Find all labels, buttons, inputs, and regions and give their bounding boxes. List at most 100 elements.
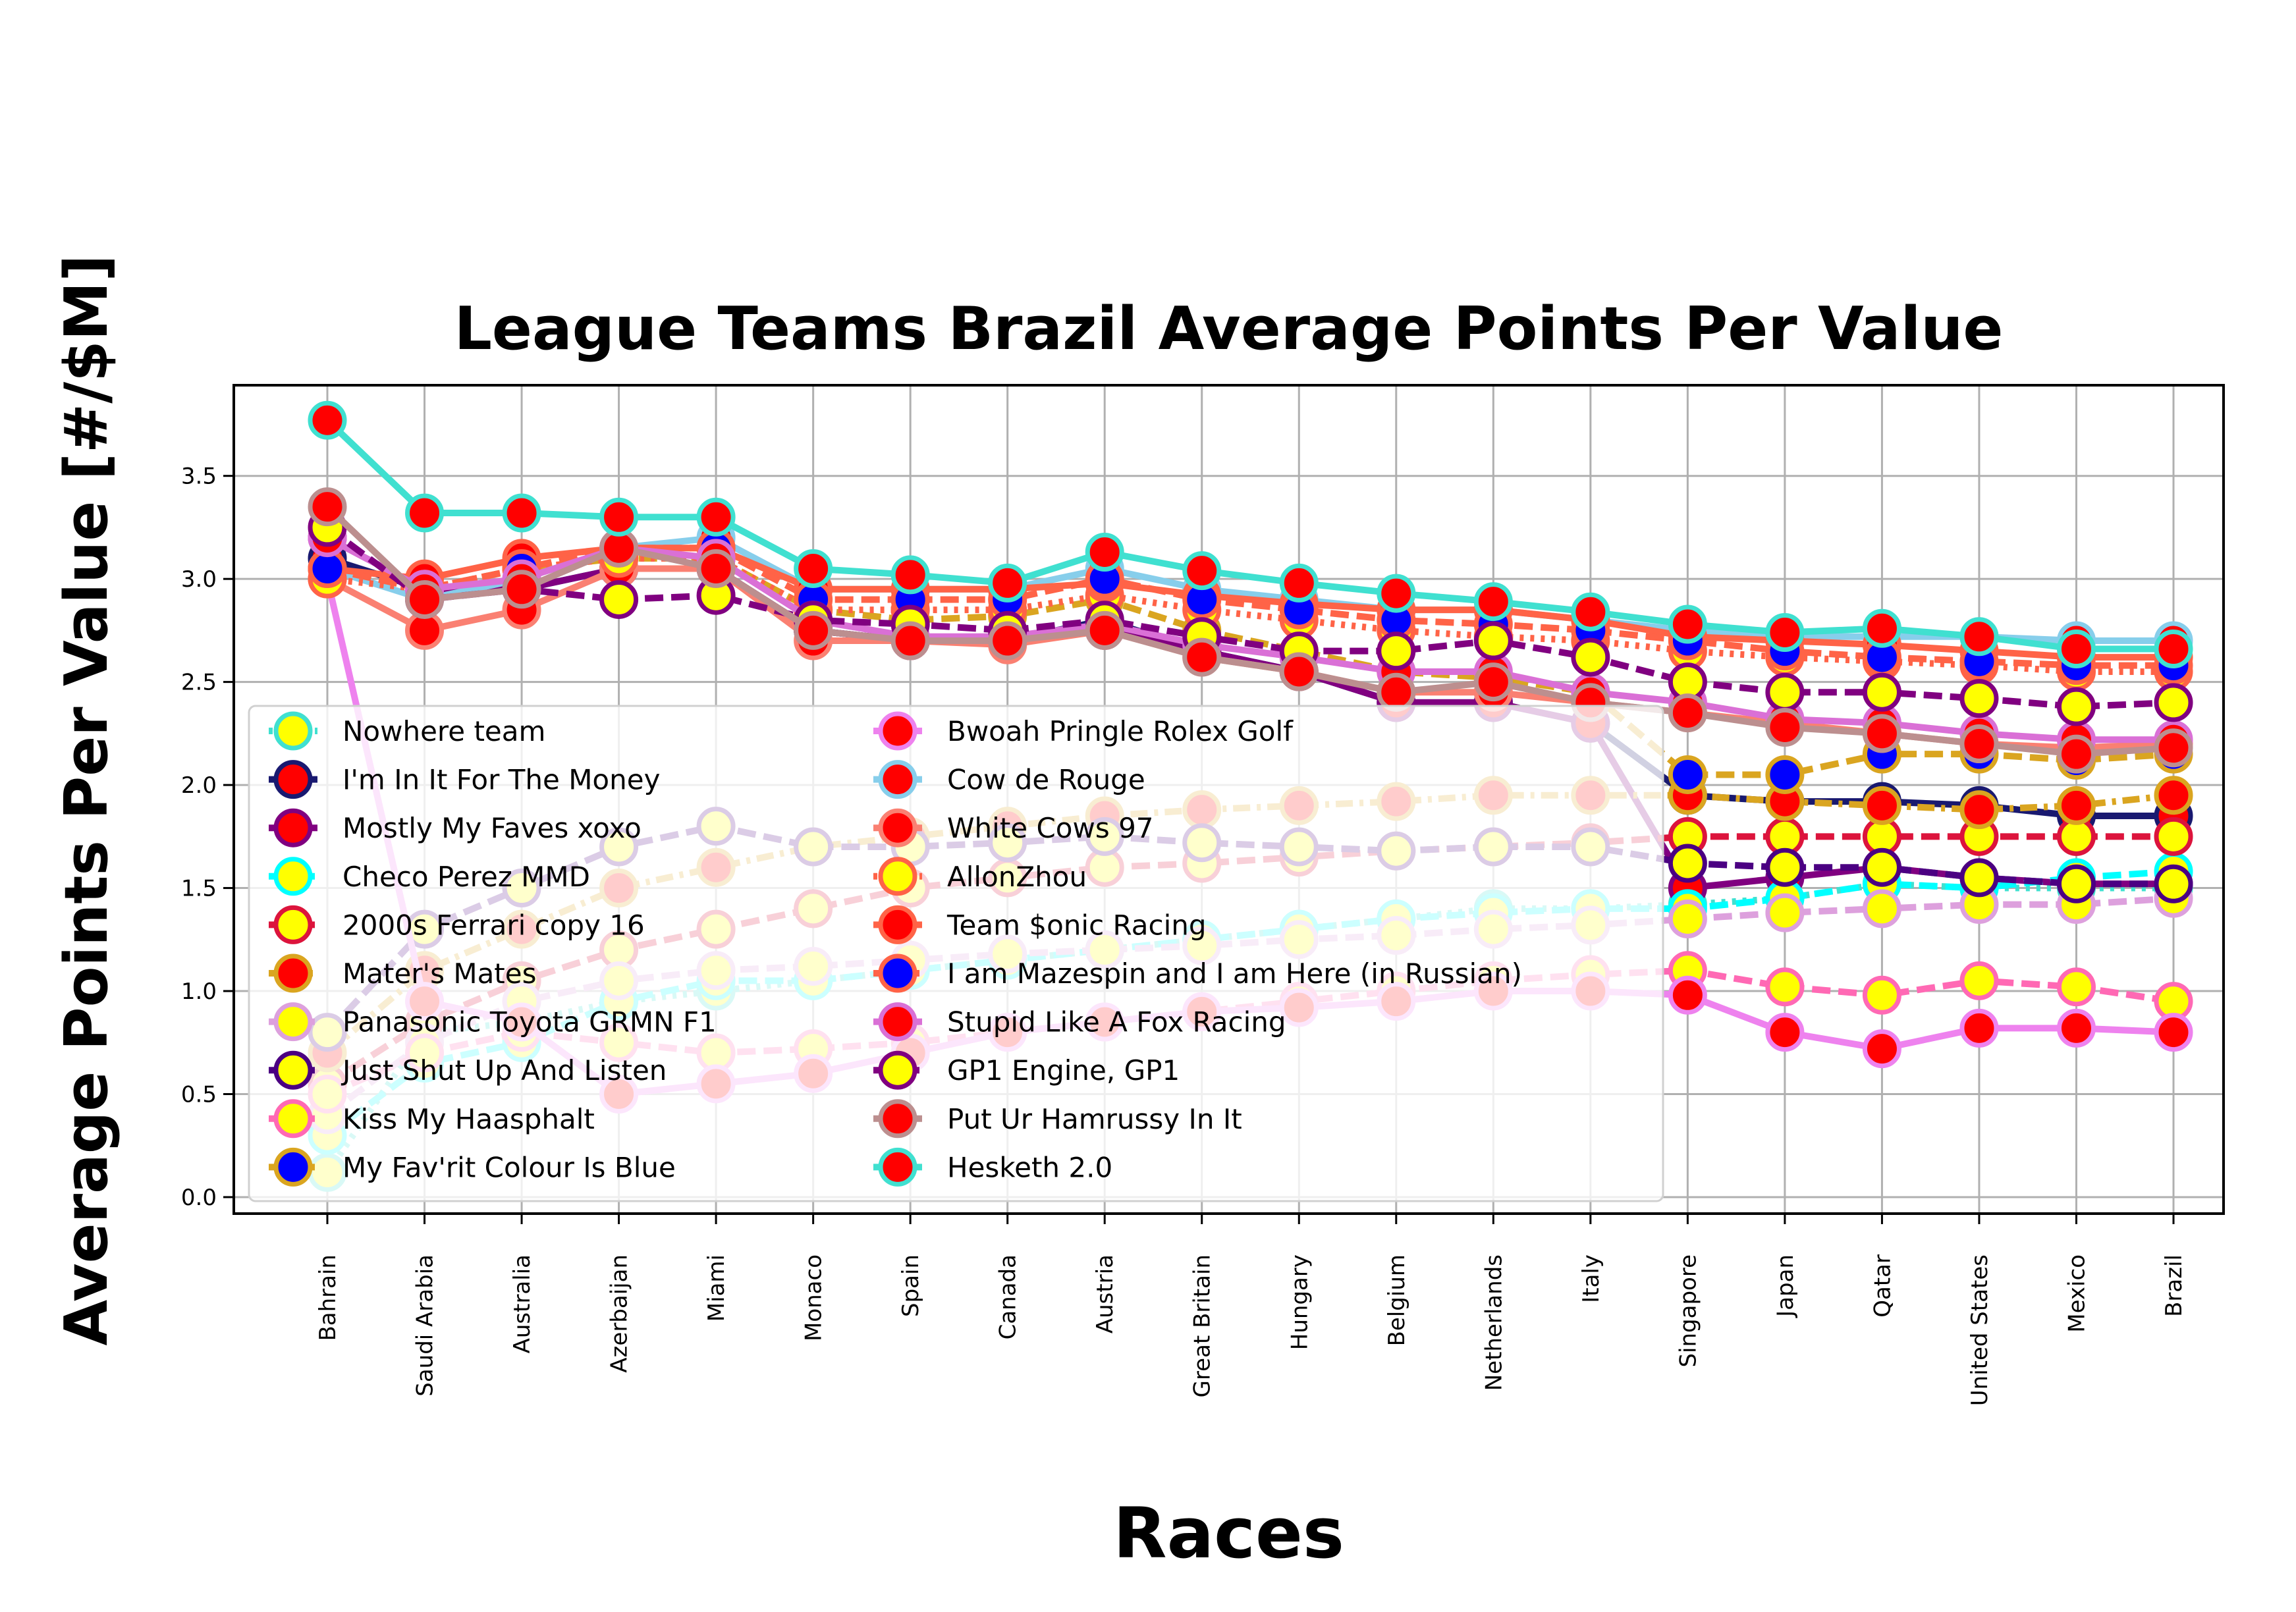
x-tick-label: Brazil bbox=[2161, 1254, 2187, 1317]
data-point bbox=[1182, 551, 1222, 591]
data-point bbox=[1473, 582, 1513, 622]
x-tick-label: Great Britain bbox=[1189, 1254, 1216, 1397]
legend-marker bbox=[878, 760, 917, 799]
data-point bbox=[2154, 1013, 2193, 1052]
data-point bbox=[696, 549, 736, 589]
legend-marker bbox=[273, 954, 313, 993]
legend-box bbox=[248, 705, 1664, 1202]
data-point bbox=[1085, 532, 1124, 572]
x-tick-label: Saudi Arabia bbox=[412, 1254, 439, 1397]
legend-marker bbox=[878, 954, 917, 993]
data-point bbox=[1668, 975, 1707, 1015]
legend-label: GP1 Engine, GP1 bbox=[947, 1054, 1180, 1087]
data-point bbox=[1765, 1013, 1805, 1052]
legend-label: Stupid Like A Fox Racing bbox=[947, 1006, 1286, 1038]
legend-marker bbox=[878, 808, 917, 847]
legend: Nowhere team I'm In It For The Money Mostl… bbox=[248, 705, 1664, 1202]
legend-marker bbox=[273, 711, 313, 751]
data-point bbox=[794, 549, 833, 589]
legend-item: Cow de Rouge bbox=[873, 760, 1145, 799]
legend-item: Panasonic Toyota GRMN F1 bbox=[269, 1002, 717, 1042]
legend-marker bbox=[273, 1002, 313, 1042]
legend-item: Mater's Mates bbox=[269, 954, 537, 993]
data-point bbox=[1765, 707, 1805, 747]
data-point bbox=[308, 487, 347, 527]
legend-marker bbox=[273, 808, 313, 847]
data-point bbox=[2154, 864, 2193, 903]
x-tick-label: Singapore bbox=[1675, 1254, 1701, 1368]
data-point bbox=[1765, 847, 1805, 887]
data-point bbox=[890, 621, 930, 660]
data-point bbox=[2056, 786, 2096, 825]
data-point bbox=[2056, 734, 2096, 774]
data-point bbox=[2154, 776, 2193, 815]
data-point bbox=[1959, 679, 1999, 718]
x-tick-label: Hungary bbox=[1286, 1254, 1313, 1350]
data-point bbox=[1668, 844, 1707, 883]
legend-marker bbox=[273, 857, 313, 896]
data-point bbox=[1279, 652, 1319, 691]
legend-marker bbox=[878, 857, 917, 896]
legend-label: Panasonic Toyota GRMN F1 bbox=[342, 1006, 717, 1038]
legend-label: Hesketh 2.0 bbox=[947, 1151, 1112, 1183]
legend-label: AllonZhou bbox=[947, 861, 1087, 893]
y-tick-label: 3.0 bbox=[181, 566, 217, 593]
legend-label: Put Ur Hamrussy In It bbox=[947, 1103, 1242, 1135]
data-point bbox=[1959, 790, 1999, 830]
x-tick-label: Monaco bbox=[801, 1254, 827, 1341]
data-point bbox=[1377, 631, 1416, 671]
x-tick-label: Qatar bbox=[1869, 1254, 1896, 1318]
data-point bbox=[1765, 967, 1805, 1007]
data-point bbox=[1668, 604, 1707, 644]
data-point bbox=[1765, 755, 1805, 794]
legend-item: I'm In It For The Money bbox=[269, 760, 660, 799]
data-point bbox=[1959, 724, 1999, 764]
legend-label: Bwoah Pringle Rolex Golf bbox=[947, 715, 1294, 747]
legend-item: Just Shut Up And Listen bbox=[269, 1050, 667, 1090]
legend-item: Mostly My Faves xoxo bbox=[269, 808, 642, 847]
data-point bbox=[2056, 864, 2096, 903]
legend-marker bbox=[878, 711, 917, 751]
x-tick-label: Austria bbox=[1092, 1254, 1118, 1333]
axes bbox=[223, 384, 2225, 1224]
legend-item: I am Mazespin and I am Here (in Russian) bbox=[873, 954, 1522, 993]
legend-item: GP1 Engine, GP1 bbox=[873, 1050, 1180, 1090]
legend-marker bbox=[273, 1099, 313, 1139]
y-tick-label: 2.5 bbox=[181, 670, 217, 696]
legend-item: Nowhere team bbox=[269, 711, 545, 751]
legend-label: I'm In It For The Money bbox=[342, 764, 660, 796]
data-point bbox=[2056, 1008, 2096, 1048]
axes-frame bbox=[232, 384, 2225, 1215]
legend-marker bbox=[878, 905, 917, 944]
x-tick-label: Spain bbox=[898, 1254, 924, 1317]
legend-label: Mostly My Faves xoxo bbox=[342, 812, 642, 844]
data-point bbox=[1862, 889, 1901, 928]
x-tick-label: Azerbaijan bbox=[607, 1254, 633, 1373]
legend-item: My Fav'rit Colour Is Blue bbox=[269, 1147, 676, 1187]
data-point bbox=[1377, 574, 1416, 613]
legend-label: Mater's Mates bbox=[342, 957, 537, 990]
x-tick-label: Canada bbox=[995, 1254, 1022, 1339]
legend-label: Checo Perez MMD bbox=[342, 861, 590, 893]
y-tick-label: 0.5 bbox=[181, 1081, 217, 1108]
data-point bbox=[2154, 683, 2193, 722]
data-point bbox=[1182, 637, 1222, 677]
data-point bbox=[1959, 617, 1999, 657]
series-line bbox=[327, 554, 2173, 675]
x-tick-label: Australia bbox=[509, 1254, 535, 1353]
data-point bbox=[1862, 847, 1901, 887]
data-point bbox=[502, 493, 541, 533]
data-point bbox=[1862, 672, 1901, 712]
data-point bbox=[890, 555, 930, 595]
data-point bbox=[1959, 961, 1999, 1000]
data-point bbox=[794, 610, 833, 650]
legend-label: Cow de Rouge bbox=[947, 764, 1145, 796]
data-point bbox=[1862, 608, 1901, 648]
legend-label: White Cows 97 bbox=[947, 812, 1154, 844]
x-tick-label: United States bbox=[1967, 1254, 1993, 1406]
data-point bbox=[1959, 858, 1999, 898]
data-point bbox=[1668, 900, 1707, 939]
legend-marker bbox=[878, 1147, 917, 1187]
data-point bbox=[1862, 786, 1901, 825]
